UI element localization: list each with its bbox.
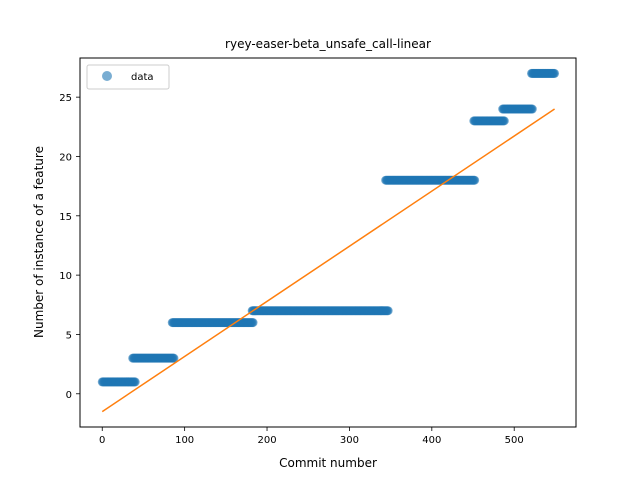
legend-marker-data (102, 71, 112, 81)
data-point (499, 116, 509, 126)
y-tick-label: 25 (59, 93, 72, 104)
y-tick-label: 5 (66, 330, 72, 341)
y-tick-label: 0 (66, 390, 72, 401)
plot-frame (79, 57, 577, 428)
legend-label-data: data (131, 72, 154, 83)
x-tick-label: 100 (175, 435, 194, 446)
plot-area (97, 68, 560, 413)
data-point (527, 104, 537, 114)
y-axis-label: Number of instance of a feature (32, 146, 46, 338)
chart-title: ryey-easer-beta_unsafe_call-linear (225, 37, 431, 51)
fit-line (101, 108, 555, 413)
x-tick-label: 200 (257, 435, 276, 446)
x-tick-label: 300 (340, 435, 359, 446)
data-point (383, 306, 393, 316)
data-point (130, 377, 140, 387)
y-axis: 0 5 10 15 20 25 (59, 93, 80, 401)
data-point (169, 353, 179, 363)
x-tick-label: 400 (422, 435, 441, 446)
y-tick-label: 15 (59, 212, 72, 223)
data-point (470, 175, 480, 185)
legend: data (86, 64, 170, 90)
y-tick-label: 20 (59, 152, 72, 163)
y-tick-label: 10 (59, 271, 72, 282)
x-tick-label: 0 (99, 435, 105, 446)
data-point (248, 318, 258, 328)
data-point (550, 68, 560, 78)
x-axis-label: Commit number (279, 456, 377, 470)
legend-box (86, 64, 170, 90)
x-tick-label: 500 (505, 435, 524, 446)
x-axis: 0 100 200 300 400 500 (99, 427, 524, 446)
